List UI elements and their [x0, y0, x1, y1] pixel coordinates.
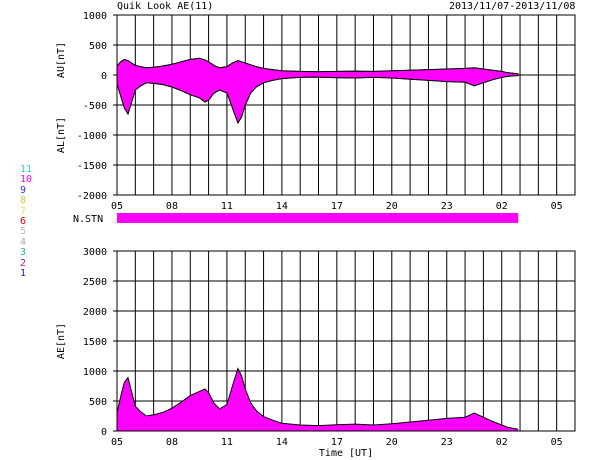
ae-panel-ytick-label: 1000 [83, 367, 107, 378]
al-axis-label: AL[nT] [56, 117, 67, 153]
legend-item-5: 5 [20, 226, 27, 238]
chart-title: Quik Look AE(11) [117, 1, 214, 12]
au-al-panel-xtick-label: 08 [166, 201, 178, 212]
ae-panel-ytick-label: 1500 [83, 337, 107, 348]
legend-item-6: 6 [20, 216, 27, 227]
au-al-panel-ytick-label: -1500 [77, 161, 107, 172]
ae-panel-ytick-label: 2500 [83, 277, 107, 288]
legend-item-11: 11 [20, 164, 33, 175]
ae-panel-ytick-label: 3000 [83, 247, 107, 258]
date-range: 2013/11/07-2013/11/08 [449, 1, 576, 12]
ae-panel-ytick-label: 0 [101, 427, 107, 438]
au-al-panel-xtick-label: 14 [276, 201, 288, 212]
au-al-panel-ytick-label: 500 [89, 41, 107, 52]
ae-axis-label: AE[nT] [56, 323, 67, 359]
ae-panel-ae-area [117, 368, 519, 431]
au-al-panel-xtick-label: 11 [221, 201, 233, 212]
legend-item-10: 10 [20, 174, 33, 186]
au-al-panel-xtick-label: 02 [496, 201, 508, 212]
legend-item-9: 9 [20, 184, 27, 196]
au-al-panel-xtick-label: 23 [441, 201, 453, 212]
legend-item-1: 1 [20, 268, 27, 279]
au-al-panel-ytick-label: -2000 [77, 191, 107, 202]
ae-panel-xtick-label: 17 [331, 437, 343, 448]
au-al-panel-xtick-label: 17 [331, 201, 343, 212]
au-al-panel-xtick-label: 20 [386, 201, 398, 212]
au-al-panel-ytick-label: -1000 [77, 131, 107, 142]
station-bar-label: N.STN [73, 214, 103, 225]
ae-panel-xtick-label: 20 [386, 437, 398, 448]
ae-panel-ytick-label: 500 [89, 397, 107, 408]
al-series-line [116, 75, 519, 125]
ae-panel-xtick-label: 14 [276, 437, 288, 448]
au-al-panel-xtick-label: 05 [551, 201, 563, 212]
ae-series-line [116, 367, 519, 430]
legend-item-8: 8 [20, 195, 27, 207]
ae-panel-xtick-label: 23 [441, 437, 453, 448]
station-coverage-bar [117, 213, 519, 223]
au-series-line [116, 57, 519, 75]
legend-item-4: 4 [20, 236, 27, 248]
au-al-panel-ytick-label: 0 [101, 71, 107, 82]
x-axis-label: Time [UT] [319, 448, 373, 459]
ae-panel-xtick-label: 05 [551, 437, 563, 448]
ae-panel-xtick-label: 02 [496, 437, 508, 448]
ae-panel-xtick-label: 11 [221, 437, 233, 448]
au-al-panel-au-al-area [116, 57, 519, 124]
au-al-panel-xtick-label: 05 [111, 201, 123, 212]
ae-panel-ytick-label: 2000 [83, 307, 107, 318]
legend-item-3: 3 [20, 247, 27, 259]
au-axis-label: AU[nT] [56, 42, 67, 78]
ae-panel-xtick-label: 05 [111, 437, 123, 448]
au-al-panel-ytick-label: -500 [83, 101, 107, 112]
au-al-panel-ytick-label: 1000 [83, 11, 107, 22]
legend-item-7: 7 [20, 205, 27, 217]
ae-panel-xtick-label: 08 [166, 437, 178, 448]
legend-item-2: 2 [20, 257, 27, 269]
